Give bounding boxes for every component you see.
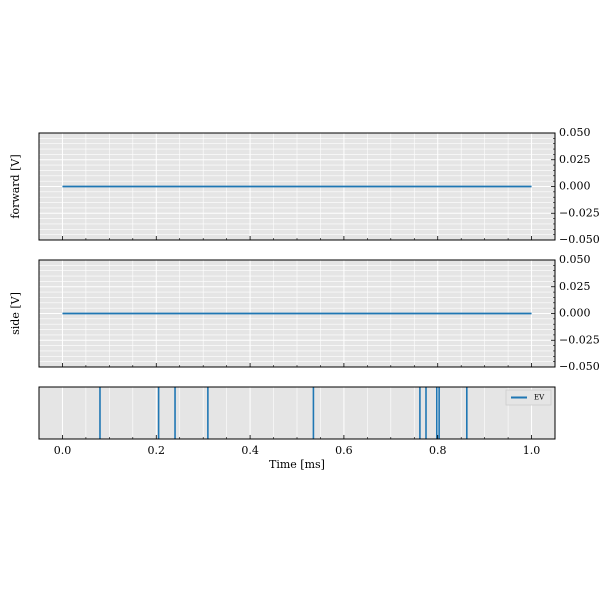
forward-panel: 0.050 0.025 0.000 −0.025 −0.050 forward [V] xyxy=(9,126,600,246)
x-tick-label: 1.0 xyxy=(523,444,541,457)
x-tick-label: 0.4 xyxy=(241,444,259,457)
y-tick-label: −0.025 xyxy=(559,333,600,346)
event-grid xyxy=(61,387,533,439)
y-tick-label: −0.050 xyxy=(559,233,600,246)
event-ticks: 0.0 0.2 0.4 0.6 0.8 1.0 xyxy=(54,435,541,457)
y-tick-label: 0.025 xyxy=(559,153,591,166)
side-ylabel: side [V] xyxy=(9,292,22,335)
y-tick-label: 0.025 xyxy=(559,280,591,293)
y-tick-label: 0.050 xyxy=(559,253,591,266)
x-tick-label: 0.6 xyxy=(335,444,353,457)
y-tick-label: 0.000 xyxy=(559,180,591,193)
side-ticks: 0.050 0.025 0.000 −0.025 −0.050 xyxy=(62,253,600,373)
x-tick-label: 0.0 xyxy=(54,444,72,457)
forward-ticks: 0.050 0.025 0.000 −0.025 −0.050 xyxy=(62,126,600,246)
legend: EV xyxy=(505,389,552,406)
legend-box xyxy=(505,389,552,406)
y-tick-label: −0.050 xyxy=(559,360,600,373)
x-axis-label: Time [ms] xyxy=(269,458,325,471)
event-series xyxy=(99,387,468,439)
y-tick-label: −0.025 xyxy=(559,206,600,219)
forward-ylabel: forward [V] xyxy=(9,154,22,218)
legend-label: EV xyxy=(534,394,545,402)
y-tick-label: 0.000 xyxy=(559,307,591,320)
event-panel: 0.0 0.2 0.4 0.6 0.8 1.0 EV Time [ms] xyxy=(38,386,556,471)
x-tick-label: 0.2 xyxy=(148,444,166,457)
x-tick-label: 0.8 xyxy=(429,444,447,457)
side-panel: 0.050 0.025 0.000 −0.025 −0.050 side [V] xyxy=(9,253,600,373)
y-tick-label: 0.050 xyxy=(559,126,591,139)
